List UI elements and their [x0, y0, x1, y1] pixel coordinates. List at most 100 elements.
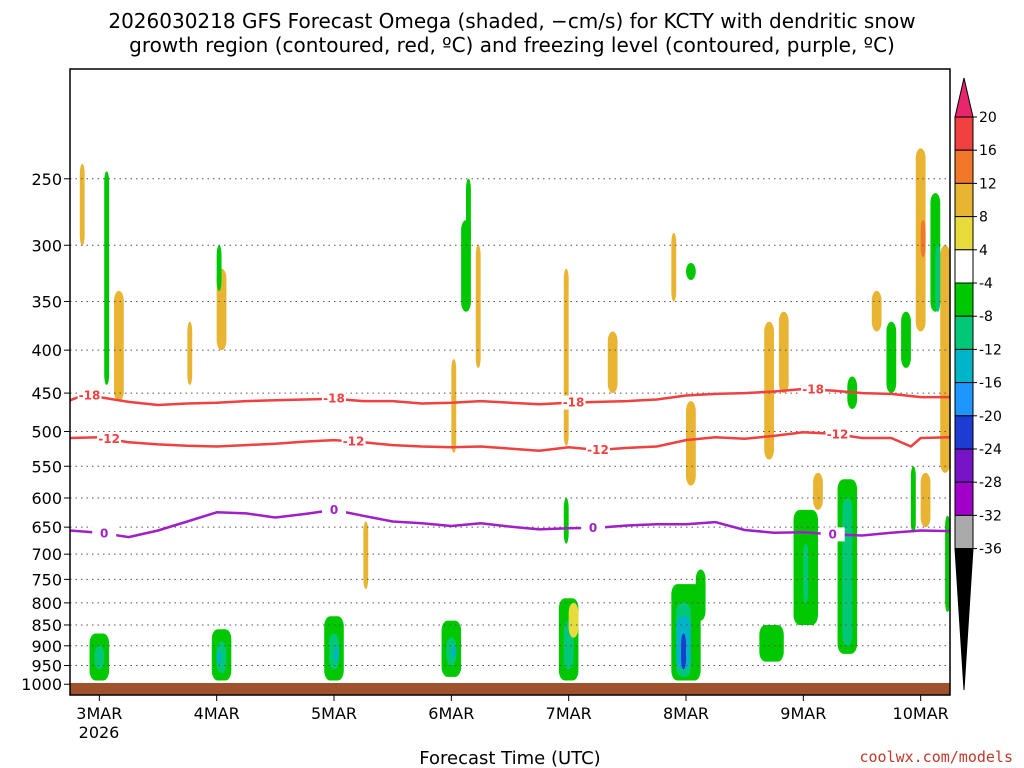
contour-line-0 — [69, 387, 950, 407]
contour-label-1-2: -12 — [587, 443, 609, 457]
omega-region-15 — [871, 290, 882, 332]
contour-label-2-2: 0 — [589, 521, 597, 535]
omega-shading-layer — [79, 148, 950, 681]
omega-region-30 — [910, 466, 916, 533]
colorbar-tick-label-12: -32 — [979, 508, 1002, 524]
x-tick-label-7MAR: 7MAR — [546, 704, 592, 723]
colorbar-tick-label-7: -12 — [979, 342, 1002, 358]
y-tick-label-350: 350 — [31, 292, 62, 311]
omega-region-10 — [671, 232, 677, 302]
colorbar-tick-label-8: -16 — [979, 376, 1002, 392]
contour-label-bg-1-0 — [97, 431, 122, 446]
contour-label-2-1: 0 — [330, 503, 338, 517]
omega-region-20 — [104, 171, 110, 385]
omega-region-23 — [466, 178, 471, 246]
omega-region-41 — [446, 637, 457, 666]
omega-region-46 — [563, 497, 569, 544]
omega-region-50 — [681, 633, 686, 670]
y-tick-label-250: 250 — [31, 170, 62, 189]
colorbar-swatch-6 — [954, 282, 974, 317]
colorbar-swatch-13 — [954, 514, 974, 550]
omega-region-14 — [813, 472, 823, 510]
colorbar-swatch-8 — [954, 348, 974, 384]
colorbar-tick-label-0: 20 — [979, 110, 997, 126]
x-tick-label-10MAR: 10MAR — [893, 704, 949, 723]
contour-label-bg-2-2 — [581, 520, 606, 535]
colorbar-swatch-1 — [954, 116, 974, 151]
chart-title-line-2: growth region (contoured, red, ºC) and f… — [129, 33, 895, 57]
colorbar-swatch-2 — [954, 149, 974, 184]
contour-label-0-2: -18 — [563, 396, 585, 410]
omega-region-11 — [686, 401, 696, 486]
chart-title-line-1: 2026030218 GFS Forecast Omega (shaded, −… — [108, 9, 915, 33]
omega-region-28 — [935, 245, 941, 312]
omega-region-0 — [79, 163, 85, 246]
colorbar: 20 16 12 8 4 -4 -8 -12 -16 -20 -24 -28 -32 -36 — [954, 77, 1002, 691]
colorbar-top-arrow — [954, 77, 974, 118]
omega-region-36 — [216, 649, 222, 666]
x-tick-label-8MAR: 8MAR — [663, 704, 709, 723]
colorbar-swatch-10 — [954, 415, 974, 450]
y-tick-label-650: 650 — [31, 518, 62, 537]
contour-label-bg-1-3 — [825, 427, 850, 442]
omega-region-42 — [451, 645, 457, 658]
omega-region-21 — [216, 245, 222, 291]
colorbar-swatch-3 — [954, 182, 974, 218]
colorbar-tick-label-11: -28 — [979, 475, 1002, 491]
omega-region-56 — [842, 497, 853, 646]
omega-region-33 — [94, 645, 105, 670]
terrain-ground-strip — [70, 683, 950, 695]
contour-label-bg-2-3 — [820, 527, 845, 542]
contour-label-1-0: -12 — [98, 432, 120, 446]
omega-region-39 — [334, 645, 339, 662]
year-label: 2026 — [79, 723, 120, 742]
y-tick-label-800: 800 — [31, 594, 62, 613]
omega-region-24 — [686, 263, 696, 281]
contour-label-2-0: 0 — [100, 526, 108, 540]
contour-label-0-1: -18 — [323, 392, 345, 406]
colorbar-tick-label-1: 16 — [979, 143, 997, 159]
pressure-axis: 250 300 350 400 450 500 550 600 650 700 750 800 850 9… — [21, 170, 70, 694]
colorbar-tick-label-3: 8 — [979, 210, 988, 226]
y-tick-label-450: 450 — [31, 384, 62, 403]
colorbar-swatch-4 — [954, 216, 974, 251]
omega-region-7 — [475, 245, 481, 368]
contour-label-0-0: -18 — [79, 389, 101, 403]
colorbar-tick-label-2: 12 — [979, 176, 997, 192]
contour-label-bg-0-3 — [801, 382, 826, 397]
contour-label-bg-2-0 — [92, 526, 117, 541]
colorbar-swatch-11 — [954, 448, 974, 483]
contour-label-bg-0-1 — [322, 391, 346, 406]
y-tick-label-1000: 1000 — [21, 675, 62, 694]
colorbar-swatch-5 — [954, 249, 974, 284]
colorbar-tick-label-4: 4 — [979, 243, 988, 259]
colorbar-tick-label-9: -20 — [979, 409, 1002, 425]
y-tick-label-750: 750 — [31, 570, 62, 589]
y-tick-label-950: 950 — [31, 657, 62, 676]
colorbar-tick-label-5: -4 — [979, 276, 993, 292]
contour-layer: -18 -18 -18 -18 -12 -12 -12 -12 0 0 0 0 — [69, 382, 951, 542]
x-tick-label-3MAR: 3MAR — [76, 704, 122, 723]
y-tick-label-600: 600 — [31, 489, 62, 508]
plot-frame — [69, 68, 951, 696]
x-axis-label: Forecast Time (UTC) — [419, 748, 600, 768]
x-tick-label-9MAR: 9MAR — [780, 704, 826, 723]
colorbar-swatch-9 — [954, 382, 974, 417]
colorbar-bottom-arrow — [954, 548, 974, 691]
omega-region-2 — [114, 290, 124, 402]
contour-label-2-3: 0 — [828, 527, 836, 541]
omega-region-5 — [363, 521, 369, 589]
omega-region-16 — [915, 148, 926, 332]
contour-line-2 — [69, 508, 951, 539]
omega-region-19 — [940, 245, 950, 473]
contour-label-1-1: -12 — [343, 435, 365, 449]
y-tick-label-500: 500 — [31, 423, 62, 442]
contour-label-1-3: -12 — [827, 427, 849, 441]
omega-region-25 — [886, 321, 897, 394]
contour-label-bg-2-1 — [322, 502, 346, 517]
colorbar-swatch-7 — [954, 315, 974, 350]
y-tick-label-700: 700 — [31, 545, 62, 564]
y-tick-label-850: 850 — [31, 616, 62, 635]
time-axis: 3MAR 4MAR 5MAR 6MAR 7MAR 8MAR 9MAR 10MAR — [76, 695, 949, 723]
